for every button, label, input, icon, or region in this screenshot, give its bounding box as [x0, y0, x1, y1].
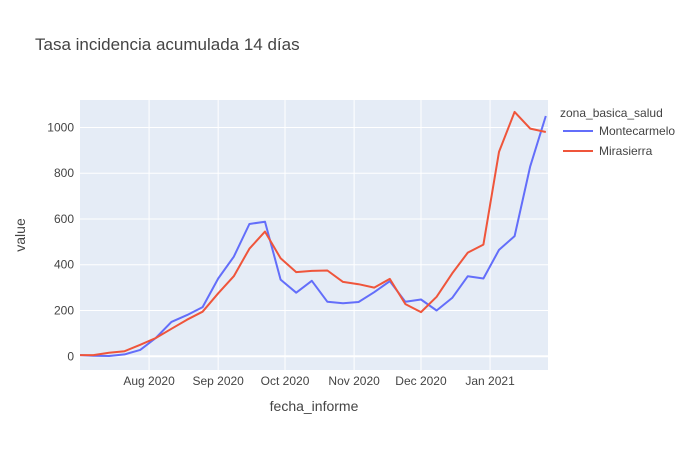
- gridlines: [80, 100, 548, 370]
- x-tick-label: Dec 2020: [395, 374, 447, 388]
- x-tick-labels: Aug 2020 Sep 2020 Oct 2020 Nov 2020 Dec 2020…: [123, 374, 515, 388]
- x-tick-label: Nov 2020: [328, 374, 380, 388]
- y-tick-label: 800: [54, 166, 74, 180]
- legend-label-mirasierra[interactable]: Mirasierra: [599, 144, 653, 158]
- series-line-mirasierra: [80, 110, 547, 357]
- x-tick-label: Jan 2021: [465, 374, 515, 388]
- y-tick-label: 200: [54, 304, 74, 318]
- series-lines: [80, 110, 547, 357]
- chart-title: Tasa incidencia acumulada 14 días: [35, 35, 300, 54]
- y-tick-label: 0: [67, 349, 74, 363]
- y-tick-labels: 0 200 400 600 800 1000: [47, 120, 74, 363]
- y-tick-label: 1000: [47, 120, 74, 134]
- legend: zona_basica_salud Montecarmelo Mirasierra: [560, 106, 675, 158]
- legend-label-montecarmelo[interactable]: Montecarmelo: [599, 124, 675, 138]
- y-axis-title: value: [12, 218, 28, 252]
- y-tick-label: 400: [54, 258, 74, 272]
- x-tick-label: Oct 2020: [261, 374, 310, 388]
- x-axis-title: fecha_informe: [270, 398, 359, 414]
- y-tick-label: 600: [54, 212, 74, 226]
- x-tick-label: Sep 2020: [192, 374, 244, 388]
- legend-title: zona_basica_salud: [560, 106, 663, 120]
- x-tick-label: Aug 2020: [123, 374, 175, 388]
- plot-area: [80, 100, 548, 370]
